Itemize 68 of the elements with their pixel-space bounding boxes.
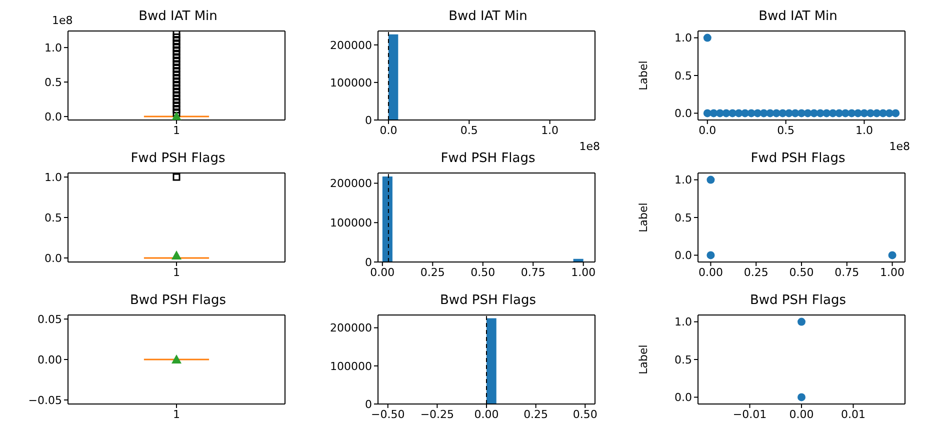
y-tick-label: 1.0 (44, 170, 62, 184)
y-tick-label: 200000 (330, 322, 372, 335)
y-tick-label: 100000 (330, 76, 372, 90)
y-tick-label: 0 (365, 256, 372, 269)
x-tick-label: 0.00 (474, 408, 499, 421)
chart-title: Bwd PSH Flags (128, 292, 227, 310)
y-tick-label: 1.0 (674, 174, 692, 187)
y-tick-label: 200000 (330, 177, 372, 190)
x-tick-label: 0.25 (524, 408, 548, 421)
y-tick-label: 100000 (330, 216, 372, 230)
y-tick-label: 0 (365, 398, 372, 411)
y-axis-title: Label (636, 60, 650, 90)
x-tick-label: 0.75 (520, 266, 546, 279)
y-tick-label: −0.05 (28, 394, 62, 407)
x-tick-label: 0.75 (834, 266, 860, 279)
y-tick-label: 200000 (330, 38, 372, 52)
x-tick-label: 0.50 (572, 408, 598, 421)
y-tick-label: 0.5 (44, 76, 62, 89)
x-tick-label: 0.25 (420, 266, 445, 279)
y-tick-label: 0.0 (674, 107, 692, 120)
x-tick-label: 0.5 (460, 124, 478, 137)
x-tick-label: 0.01 (841, 408, 866, 421)
y-tick-label: 0.0 (44, 110, 62, 124)
text: 1e8 (889, 140, 910, 153)
y-axis-title: Label (636, 344, 650, 374)
x-tick-label: 0.00 (698, 266, 723, 279)
x-tick-label: 1.00 (571, 266, 596, 279)
y-tick-label: 1.0 (674, 316, 692, 329)
x-tick-label: 1.0 (541, 124, 559, 137)
text: 1e8 (579, 140, 600, 153)
x-tick-label: 0.25 (744, 266, 768, 279)
x-tick-label: 1 (173, 408, 180, 421)
x-tick-label: 1.0 (855, 124, 873, 137)
y-tick-label: 0.5 (44, 211, 62, 224)
y-tick-label: 0.5 (674, 353, 692, 366)
x-tick-label: 0.0 (698, 124, 716, 137)
x-tick-label: 0.5 (777, 124, 795, 137)
x-tick-label: 1.00 (880, 266, 905, 279)
y-tick-label: 100000 (330, 360, 372, 373)
chart-title: Bwd IAT Min (448, 8, 528, 26)
y-tick-label: 1.0 (674, 32, 692, 45)
x-tick-label: 0.50 (470, 266, 496, 279)
chart-title: Bwd IAT Min (138, 9, 218, 24)
y-tick-label: 0.5 (674, 69, 692, 82)
x-tick-label: 0.00 (789, 408, 814, 421)
x-tick-label: 1 (173, 124, 180, 137)
x-tick-label: −0.25 (420, 408, 454, 421)
y-tick-label: 0.0 (674, 249, 692, 262)
chart-title: Fwd PSH Flags (750, 151, 846, 166)
y-axis-title: Label (636, 202, 650, 232)
chart-title: Fwd PSH Flags (440, 151, 536, 166)
y-tick-label: 0 (365, 114, 372, 127)
x-tick-label: 0.0 (380, 124, 398, 137)
x-tick-label: −0.50 (371, 408, 405, 421)
text: 1e8 (52, 14, 73, 27)
x-tick-label: 1 (173, 266, 180, 279)
y-tick-label: 0.5 (674, 211, 692, 224)
chart-title: Fwd PSH Flags (130, 150, 226, 168)
chart-title: Bwd PSH Flags (748, 292, 847, 310)
x-tick-label: 0.50 (789, 266, 814, 279)
y-tick-label: 0.0 (44, 252, 62, 265)
x-tick-label: −0.01 (732, 408, 767, 421)
y-tick-label: 0.0 (674, 391, 692, 404)
y-tick-label: 0.00 (38, 353, 62, 366)
chart-title: Bwd PSH Flags (438, 292, 537, 310)
y-tick-label: 0.05 (38, 312, 62, 326)
y-tick-label: 1.0 (44, 41, 62, 54)
chart-title: Bwd IAT Min (758, 8, 838, 26)
